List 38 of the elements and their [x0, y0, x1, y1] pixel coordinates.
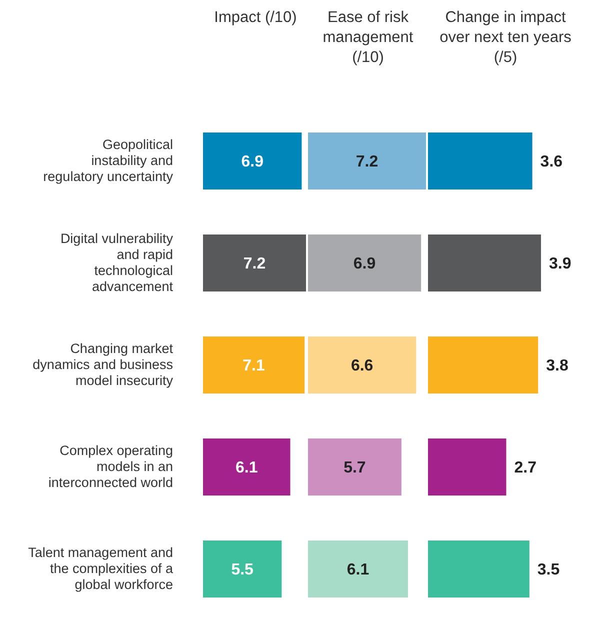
bar [308, 540, 408, 598]
y-tick-label: Complex operating models in an interconnected world [48, 442, 173, 490]
data-label: 2.7 [514, 460, 537, 477]
bar [203, 438, 290, 496]
data-label: 5.7 [344, 460, 366, 477]
y-tick-label: Digital vulnerability and rapid technological advancement [60, 230, 174, 294]
y-tick-label: Changing market dynamics and business model insecurity [32, 340, 174, 388]
bar [428, 336, 538, 394]
data-label: 7.2 [356, 154, 378, 171]
bar [308, 336, 416, 394]
data-label: 3.6 [540, 154, 563, 171]
data-label: 6.1 [236, 460, 258, 477]
bar [308, 132, 426, 190]
y-tick-label: Talent management and the complexities of a global workforce [28, 544, 174, 592]
bar [428, 234, 541, 292]
data-label: 7.2 [243, 256, 266, 273]
bar [203, 132, 302, 190]
data-label: 3.9 [549, 256, 572, 273]
bar [428, 540, 530, 598]
data-label: 7.1 [242, 358, 266, 375]
bar [308, 438, 402, 496]
chart-title: Impact (/10) [213, 8, 298, 28]
chart-title: Change in impact over next ten years (/5) [438, 8, 572, 68]
bar [203, 234, 306, 292]
bar [308, 234, 422, 292]
data-label: 6.9 [353, 256, 376, 273]
data-label: 3.5 [537, 562, 560, 579]
data-label: 6.9 [241, 154, 264, 171]
data-label: 6.1 [346, 562, 370, 579]
bar [428, 438, 506, 496]
data-label: 6.6 [350, 358, 374, 375]
bar [428, 132, 532, 190]
y-tick-label: Geopolitical instability and regulatory uncertainty [43, 136, 174, 184]
data-label: 5.5 [231, 562, 254, 579]
chart-title: Ease of risk management (/10) [322, 8, 414, 68]
bar [203, 336, 305, 394]
data-label: 3.8 [546, 358, 568, 375]
bar [203, 540, 282, 598]
